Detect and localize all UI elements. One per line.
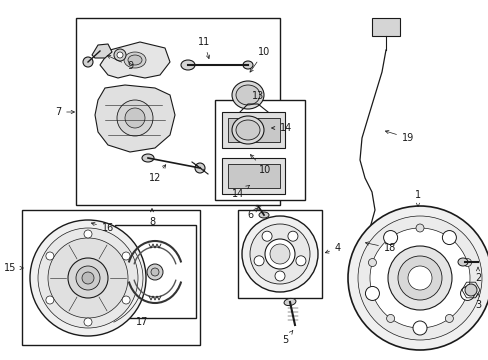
Text: 13: 13 <box>251 91 264 101</box>
Circle shape <box>464 284 476 296</box>
Text: 11: 11 <box>198 37 210 59</box>
Text: 2: 2 <box>474 267 480 283</box>
Circle shape <box>242 216 317 292</box>
Text: 10: 10 <box>250 154 270 175</box>
Ellipse shape <box>181 60 195 70</box>
Ellipse shape <box>142 154 154 162</box>
Circle shape <box>274 271 285 281</box>
Ellipse shape <box>124 52 146 68</box>
Circle shape <box>269 244 289 264</box>
Circle shape <box>195 163 204 173</box>
Circle shape <box>387 246 451 310</box>
Polygon shape <box>95 85 175 152</box>
Text: 14: 14 <box>271 123 291 133</box>
Circle shape <box>254 256 264 266</box>
Text: 5: 5 <box>281 330 292 345</box>
Ellipse shape <box>236 85 260 105</box>
Circle shape <box>83 57 93 67</box>
Bar <box>115 225 196 318</box>
Circle shape <box>347 206 488 350</box>
Text: 6: 6 <box>246 208 257 220</box>
Circle shape <box>264 239 294 269</box>
Circle shape <box>295 256 305 266</box>
Text: 8: 8 <box>149 208 155 227</box>
Circle shape <box>445 314 452 323</box>
Bar <box>227 164 280 188</box>
Text: 3: 3 <box>474 293 480 310</box>
Ellipse shape <box>284 298 295 306</box>
Text: 12: 12 <box>148 165 165 183</box>
Circle shape <box>442 230 455 244</box>
Ellipse shape <box>231 116 264 144</box>
Circle shape <box>249 224 309 284</box>
Circle shape <box>117 100 153 136</box>
Circle shape <box>30 220 146 336</box>
Text: 14: 14 <box>231 185 249 199</box>
Circle shape <box>352 257 362 267</box>
Circle shape <box>287 231 297 241</box>
Polygon shape <box>100 42 170 78</box>
Text: 1: 1 <box>414 190 420 206</box>
Circle shape <box>125 108 145 128</box>
Circle shape <box>386 314 394 323</box>
Text: 7: 7 <box>55 107 74 117</box>
Text: 17: 17 <box>136 317 148 327</box>
Circle shape <box>114 49 126 61</box>
Circle shape <box>460 287 473 301</box>
Text: 4: 4 <box>325 243 340 253</box>
Circle shape <box>68 258 108 298</box>
Circle shape <box>147 264 163 280</box>
Polygon shape <box>92 44 112 58</box>
Circle shape <box>357 216 481 340</box>
Text: 15: 15 <box>4 263 23 273</box>
Circle shape <box>397 256 441 300</box>
Circle shape <box>151 268 159 276</box>
Circle shape <box>463 258 470 266</box>
Ellipse shape <box>236 120 260 140</box>
Bar <box>238 210 321 298</box>
Circle shape <box>415 224 423 232</box>
Circle shape <box>48 238 128 318</box>
Ellipse shape <box>457 258 467 266</box>
Circle shape <box>122 252 130 260</box>
Bar <box>215 100 305 200</box>
Bar <box>76 18 280 205</box>
Text: 16: 16 <box>91 222 114 233</box>
Bar <box>371 18 399 36</box>
Circle shape <box>117 52 123 58</box>
Circle shape <box>122 296 130 304</box>
Text: 19: 19 <box>385 130 413 143</box>
Circle shape <box>84 318 92 326</box>
Circle shape <box>407 266 431 290</box>
Circle shape <box>369 228 469 328</box>
Text: 10: 10 <box>249 47 269 72</box>
Circle shape <box>82 272 94 284</box>
Circle shape <box>76 266 100 290</box>
Circle shape <box>46 252 54 260</box>
Circle shape <box>367 258 376 266</box>
Circle shape <box>38 228 138 328</box>
Circle shape <box>383 230 397 244</box>
Bar <box>222 112 285 148</box>
Circle shape <box>412 321 426 335</box>
Text: 9: 9 <box>107 55 133 71</box>
Circle shape <box>84 230 92 238</box>
Circle shape <box>46 296 54 304</box>
Circle shape <box>365 287 379 301</box>
Ellipse shape <box>231 81 264 109</box>
Ellipse shape <box>259 212 268 218</box>
Ellipse shape <box>128 55 142 65</box>
Ellipse shape <box>243 61 252 69</box>
Bar <box>227 118 280 142</box>
Text: 18: 18 <box>365 242 395 253</box>
Circle shape <box>262 231 271 241</box>
Bar <box>222 158 285 194</box>
Bar <box>22 210 200 345</box>
